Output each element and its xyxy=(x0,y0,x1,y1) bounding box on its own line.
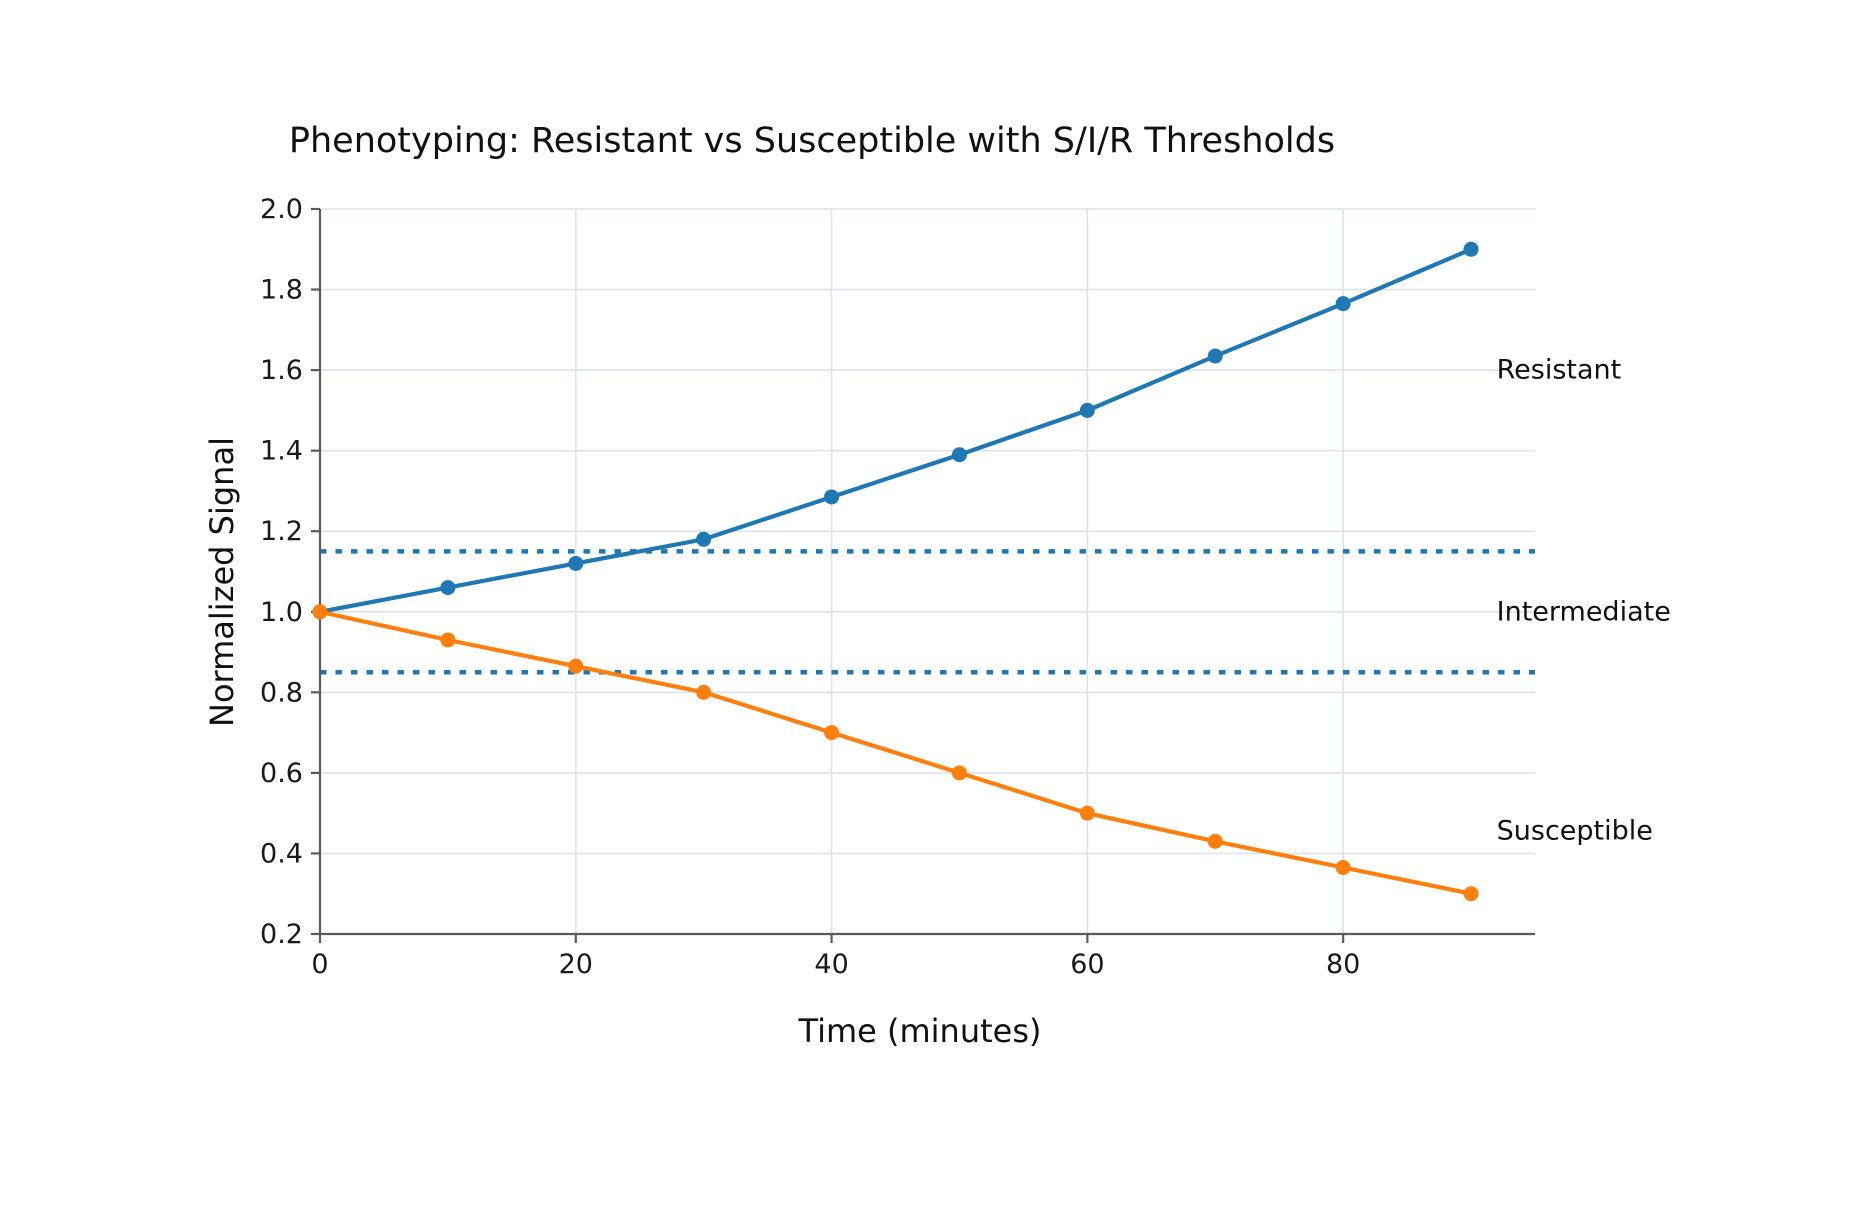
data-point-susceptible xyxy=(1207,833,1223,849)
data-point-resistant xyxy=(824,489,840,505)
y-tick-label: 0.4 xyxy=(260,838,303,869)
annotation-susceptible: Susceptible xyxy=(1496,815,1653,847)
data-point-susceptible xyxy=(1463,886,1479,902)
y-tick-label: 0.8 xyxy=(260,677,303,708)
data-point-susceptible xyxy=(824,725,840,741)
y-tick-label: 1.4 xyxy=(260,436,303,467)
x-tick-label: 20 xyxy=(559,949,593,980)
annotation-resistant: Resistant xyxy=(1496,354,1622,386)
data-point-resistant xyxy=(568,555,584,571)
x-tick-label: 0 xyxy=(311,949,328,980)
data-point-resistant xyxy=(1463,241,1479,257)
data-point-resistant xyxy=(1079,402,1095,418)
data-point-resistant xyxy=(1207,348,1223,364)
chart-title: Phenotyping: Resistant vs Susceptible wi… xyxy=(288,121,1336,161)
data-point-susceptible xyxy=(951,765,967,781)
y-tick-label: 0.2 xyxy=(260,919,303,950)
x-tick-label: 40 xyxy=(814,949,848,980)
x-tick-label: 60 xyxy=(1070,949,1104,980)
data-point-resistant xyxy=(696,531,712,547)
y-tick-label: 1.8 xyxy=(260,275,303,306)
y-tick-label: 1.0 xyxy=(260,597,303,628)
data-point-susceptible xyxy=(312,604,328,620)
series-line-resistant xyxy=(317,247,1474,614)
data-point-resistant xyxy=(440,580,456,596)
data-point-susceptible xyxy=(1079,805,1095,821)
y-tick-label: 2.0 xyxy=(260,194,303,225)
data-point-susceptible xyxy=(696,684,712,700)
data-point-susceptible xyxy=(440,632,456,648)
data-point-susceptible xyxy=(568,658,584,674)
data-point-resistant xyxy=(951,447,967,463)
series-line-susceptible xyxy=(317,609,1474,896)
x-axis-label: Time (minutes) xyxy=(798,1012,1042,1050)
data-point-susceptible xyxy=(1335,860,1351,876)
annotation-intermediate: Intermediate xyxy=(1496,596,1671,628)
data-point-resistant xyxy=(1335,296,1351,312)
y-tick-label: 1.2 xyxy=(260,516,303,547)
y-tick-label: 1.6 xyxy=(260,355,303,386)
y-tick-label: 0.6 xyxy=(260,758,303,789)
x-tick-label: 80 xyxy=(1326,949,1360,980)
